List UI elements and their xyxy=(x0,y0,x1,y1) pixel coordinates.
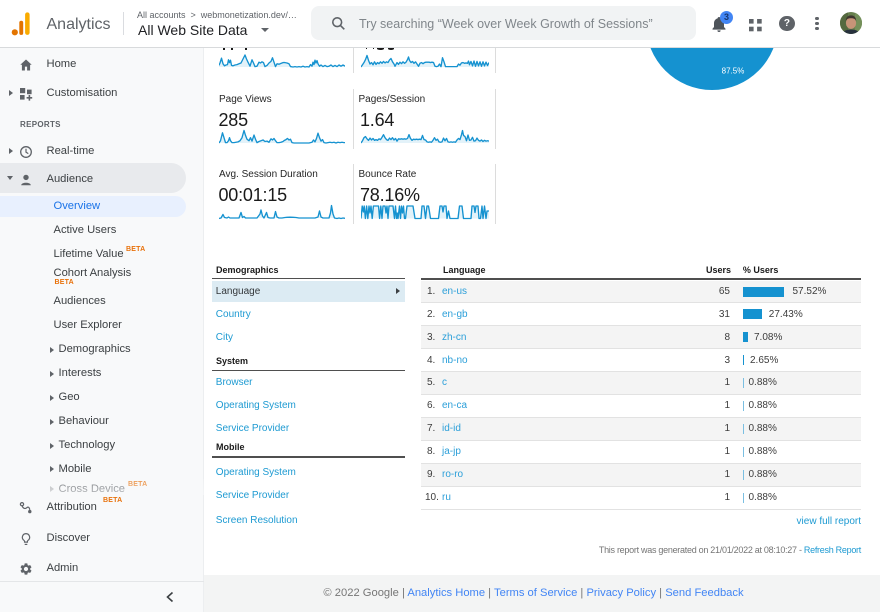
svg-text:87.5%: 87.5% xyxy=(722,67,745,76)
